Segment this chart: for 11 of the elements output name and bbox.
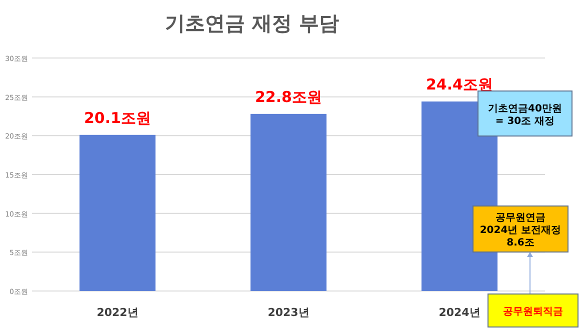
- bar: [250, 114, 326, 291]
- x-tick-label: 2022년: [96, 306, 138, 319]
- x-tick-label: 2024년: [438, 306, 480, 319]
- bar: [80, 134, 156, 291]
- chart-title: 기초연금 재정 부담: [165, 11, 339, 35]
- data-label: 24.4조원: [426, 75, 494, 94]
- annotation: 공무원연금 2024년 보전재정 8.6조: [480, 212, 562, 248]
- x-tick-label: 2023년: [268, 306, 310, 319]
- data-label: 22.8조원: [254, 88, 322, 106]
- data-label: 20.1조원: [84, 108, 152, 127]
- annotation: 기초연금40만원 = 30조 재정: [488, 103, 562, 127]
